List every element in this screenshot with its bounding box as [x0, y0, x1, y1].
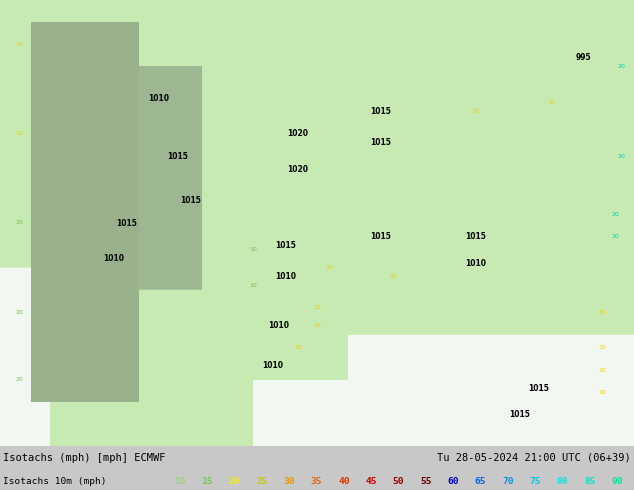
- Text: 10: 10: [250, 283, 257, 288]
- Text: 1015: 1015: [465, 232, 486, 241]
- Text: 10: 10: [15, 42, 23, 47]
- Text: 1010: 1010: [262, 361, 283, 370]
- Text: 1010: 1010: [103, 254, 125, 263]
- Text: 15: 15: [313, 305, 321, 310]
- Text: 20: 20: [15, 220, 23, 225]
- Text: Isotachs (mph) [mph] ECMWF: Isotachs (mph) [mph] ECMWF: [3, 453, 165, 463]
- Text: 20: 20: [611, 212, 619, 217]
- Text: 10: 10: [472, 109, 479, 114]
- Text: 20: 20: [618, 64, 625, 70]
- Text: 60: 60: [448, 477, 459, 486]
- Text: 15: 15: [294, 345, 302, 350]
- Text: 16: 16: [313, 323, 321, 328]
- Text: 35: 35: [311, 477, 322, 486]
- Text: 1015: 1015: [370, 107, 391, 116]
- Text: 1015: 1015: [180, 196, 200, 205]
- Text: 65: 65: [475, 477, 486, 486]
- Text: 1010: 1010: [148, 94, 169, 102]
- Text: 1020: 1020: [287, 165, 309, 174]
- Text: 75: 75: [529, 477, 541, 486]
- Text: 20: 20: [229, 477, 240, 486]
- Text: 1015: 1015: [275, 241, 295, 250]
- Text: 10: 10: [598, 390, 606, 395]
- Text: 20: 20: [618, 153, 625, 159]
- Text: 1015: 1015: [370, 232, 391, 241]
- Text: 10: 10: [250, 247, 257, 252]
- Text: 10: 10: [174, 477, 186, 486]
- Text: 50: 50: [392, 477, 404, 486]
- Text: 40: 40: [338, 477, 349, 486]
- Text: 1020: 1020: [287, 129, 309, 138]
- Text: 15: 15: [202, 477, 213, 486]
- Text: 1010: 1010: [465, 259, 486, 268]
- Text: 10: 10: [389, 274, 397, 279]
- Text: 995: 995: [576, 53, 591, 63]
- Text: 15: 15: [598, 310, 606, 315]
- Text: 55: 55: [420, 477, 432, 486]
- Text: 20: 20: [15, 377, 23, 382]
- Text: 15: 15: [598, 345, 606, 350]
- Text: 25: 25: [256, 477, 268, 486]
- Text: 10: 10: [598, 368, 606, 373]
- Text: Tu 28-05-2024 21:00 UTC (06+39): Tu 28-05-2024 21:00 UTC (06+39): [437, 453, 631, 463]
- Text: 1015: 1015: [529, 384, 549, 392]
- Text: 1015: 1015: [167, 151, 188, 161]
- Text: 1010: 1010: [268, 321, 290, 330]
- Text: 10: 10: [326, 265, 333, 270]
- Text: 30: 30: [283, 477, 295, 486]
- Text: 70: 70: [502, 477, 514, 486]
- Text: 20: 20: [611, 234, 619, 239]
- Text: 10: 10: [15, 131, 23, 136]
- Text: Isotachs 10m (mph): Isotachs 10m (mph): [3, 477, 107, 486]
- Text: 1015: 1015: [510, 410, 530, 419]
- Text: 85: 85: [584, 477, 595, 486]
- Text: 90: 90: [611, 477, 623, 486]
- Text: 80: 80: [557, 477, 568, 486]
- Text: 20: 20: [15, 310, 23, 315]
- Text: 45: 45: [365, 477, 377, 486]
- Text: 10: 10: [548, 100, 555, 105]
- Text: 1015: 1015: [370, 138, 391, 147]
- Text: 1010: 1010: [275, 272, 296, 281]
- Text: 1015: 1015: [117, 219, 137, 227]
